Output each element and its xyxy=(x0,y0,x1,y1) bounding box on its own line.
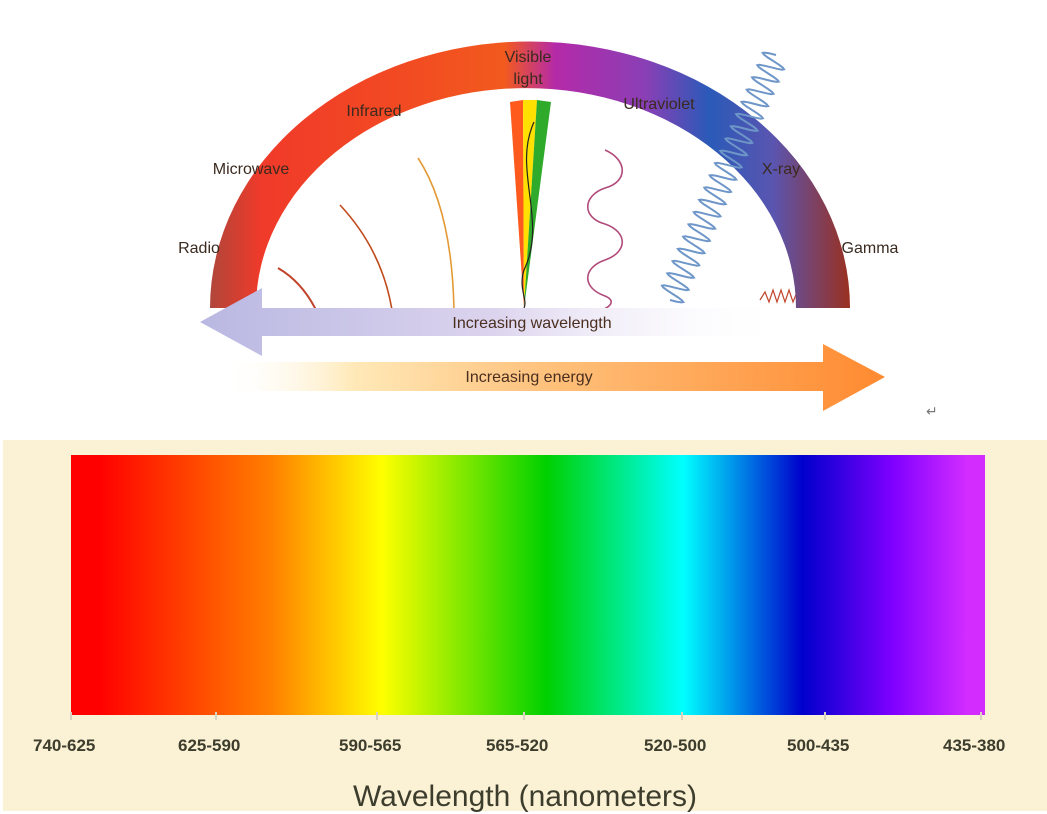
visible-light-wedge xyxy=(510,100,551,309)
label-gamma: Gamma xyxy=(842,240,899,257)
label-infrared: Infrared xyxy=(346,103,401,120)
spectrum-tick-label: 590-565 xyxy=(339,736,402,755)
spectrum-tick-label: 565-520 xyxy=(486,736,549,755)
energy-arrow xyxy=(220,344,885,411)
spectrum-tick-mark xyxy=(681,712,683,720)
wave-curves xyxy=(277,149,796,308)
label-microwave: Microwave xyxy=(213,161,290,178)
wavelength-arrow-label: Increasing wavelength xyxy=(452,315,611,332)
microwave-wave-curve xyxy=(339,204,393,308)
gamma-wave-curve xyxy=(759,288,796,304)
xray-wave-curve xyxy=(660,51,786,304)
label-xray: X-ray xyxy=(762,161,800,178)
spectrum-tick-label: 435-380 xyxy=(943,736,1006,755)
visible-spectrum-panel: 740-625 625-590 590-565 565-520 520-500 500-4… xyxy=(3,440,1047,813)
em-spectrum-diagram: Radio Microwave Infrared Visible light U… xyxy=(178,41,938,419)
spectrum-tick-mark xyxy=(215,712,217,720)
radio-wave-curve xyxy=(277,267,317,308)
em-spectrum-svg: Radio Microwave Infrared Visible light U… xyxy=(178,41,899,411)
spectrum-tick-label: 520-500 xyxy=(644,736,707,755)
spectrum-tick-mark xyxy=(376,712,378,720)
spectrum-tick-label: 500-435 xyxy=(787,736,850,755)
return-symbol: ↵ xyxy=(926,403,938,419)
spectrum-tick-label: 625-590 xyxy=(178,736,241,755)
label-ultraviolet: Ultraviolet xyxy=(623,96,695,113)
label-radio: Radio xyxy=(178,240,220,257)
label-visible-line2: light xyxy=(513,71,543,88)
ultraviolet-wave-curve xyxy=(587,149,623,308)
label-visible-line1: Visible xyxy=(505,49,552,66)
spectrum-tick-mark xyxy=(70,712,72,720)
spectrum-tick-mark xyxy=(523,712,525,720)
spectrum-arc xyxy=(210,41,850,309)
spectrum-tick-mark xyxy=(824,712,826,720)
spectrum-tick-mark xyxy=(980,712,982,720)
visible-spectrum-bar xyxy=(71,455,985,715)
infrared-wave-curve xyxy=(417,157,455,308)
visible-wave-curve xyxy=(521,121,535,309)
axis-title: Wavelength (nanometers) xyxy=(352,780,698,813)
spectrum-tick-label: 740-625 xyxy=(33,736,96,755)
wavelength-arrow xyxy=(200,288,790,356)
energy-arrow-label: Increasing energy xyxy=(465,369,592,386)
